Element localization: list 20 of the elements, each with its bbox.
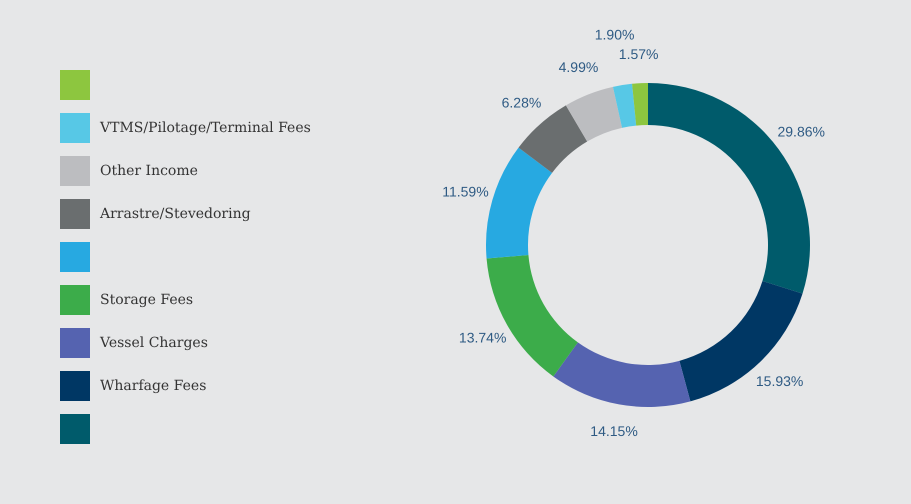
donut-slice: [612, 84, 636, 128]
data-label: 1.57%: [618, 46, 658, 62]
data-label: 13.74%: [458, 330, 506, 346]
data-label: 6.28%: [502, 94, 542, 110]
data-label: 15.93%: [756, 373, 804, 390]
donut-slice: [553, 342, 690, 407]
legend-label: Arrastre/Stevedoring: [99, 206, 251, 222]
legend-label: Vessel Charges: [99, 335, 208, 351]
legend-label: Other Income: [100, 163, 198, 179]
data-label: 4.99%: [558, 59, 598, 76]
data-label: 29.86%: [777, 124, 825, 140]
data-label: 11.59%: [442, 183, 489, 200]
legend-label: VTMS/Pilotage/Terminal Fees: [99, 120, 311, 136]
data-label: 1.90%: [594, 26, 634, 43]
data-label: 14.15%: [590, 422, 638, 439]
donut-slice: [632, 83, 648, 126]
legend-label: Storage Fees: [100, 292, 194, 308]
donut-slice: [679, 281, 803, 402]
donut-slice: [566, 86, 622, 142]
legend-label: Wharfage Fees: [100, 378, 206, 394]
